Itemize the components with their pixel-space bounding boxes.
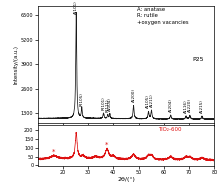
Text: *: * — [105, 142, 109, 148]
Text: A(204): A(204) — [169, 98, 173, 112]
Text: A(220): A(220) — [188, 98, 192, 112]
Text: *: * — [52, 149, 56, 155]
Text: R(105): R(105) — [80, 92, 84, 106]
Text: A(116): A(116) — [184, 99, 188, 113]
Text: A(004): A(004) — [108, 97, 112, 111]
Text: A(101): A(101) — [74, 0, 78, 14]
Y-axis label: Intensity/(a.u.): Intensity/(a.u.) — [13, 45, 18, 84]
Text: A: anatase
R: rutile
+oxygen vacancies: A: anatase R: rutile +oxygen vacancies — [137, 7, 188, 25]
Text: P25: P25 — [193, 57, 204, 62]
Text: A(211): A(211) — [149, 93, 153, 107]
Text: A(215): A(215) — [200, 99, 204, 113]
Text: A(105): A(105) — [147, 94, 151, 108]
Text: R(101): R(101) — [101, 97, 105, 110]
Text: R(111): R(111) — [106, 98, 110, 112]
X-axis label: 2θ/(°): 2θ/(°) — [117, 177, 135, 182]
Text: A(200): A(200) — [131, 88, 135, 102]
Text: TiO₂-600: TiO₂-600 — [158, 127, 181, 132]
